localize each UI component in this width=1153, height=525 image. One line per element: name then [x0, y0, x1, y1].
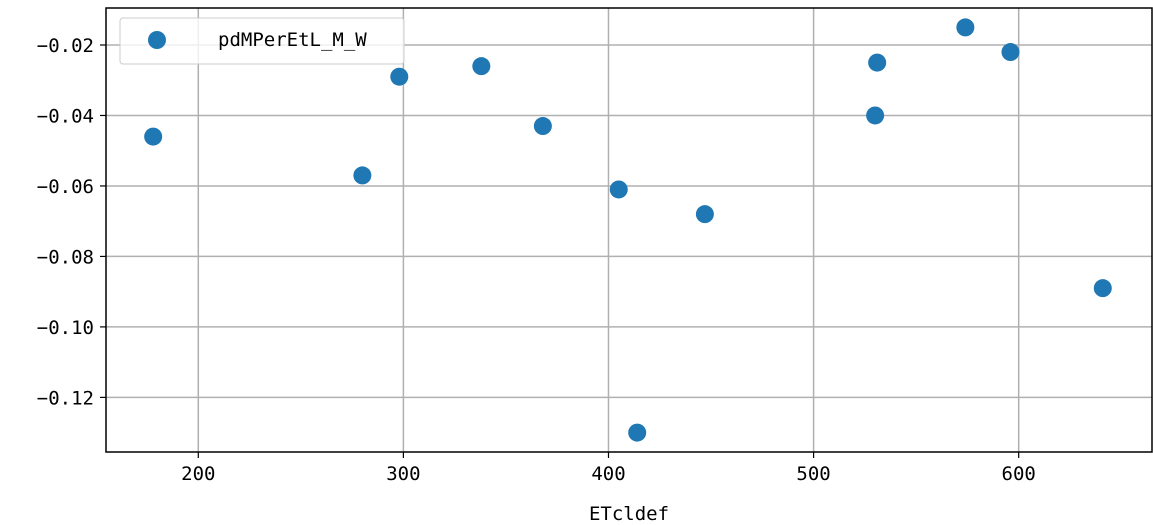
y-tick-label: −0.12 — [37, 387, 94, 409]
data-point — [353, 166, 372, 185]
x-tick-label: 200 — [181, 463, 215, 485]
data-point — [956, 18, 975, 37]
data-point — [472, 57, 491, 76]
x-tick-label: 300 — [386, 463, 420, 485]
data-point — [533, 117, 552, 136]
y-tick-label: −0.08 — [37, 246, 94, 268]
data-point — [628, 423, 647, 442]
x-tick-label: 500 — [796, 463, 830, 485]
data-points — [144, 18, 1112, 442]
y-tick-label: −0.06 — [37, 176, 94, 198]
data-point — [144, 127, 163, 146]
x-axis-title: ETcldef — [589, 503, 669, 525]
legend-label: pdMPerEtL_M_W — [218, 29, 367, 51]
y-tick-label: −0.10 — [37, 317, 94, 339]
x-tick-label: 400 — [591, 463, 625, 485]
y-tick-label: −0.02 — [37, 35, 94, 57]
data-point — [1093, 279, 1112, 298]
data-point — [609, 180, 628, 199]
data-point — [866, 106, 885, 125]
legend-marker — [148, 31, 166, 49]
grid-lines — [106, 8, 1152, 452]
x-tick-label: 600 — [1002, 463, 1036, 485]
data-point — [695, 205, 714, 224]
data-point — [868, 53, 887, 72]
legend-box — [119, 17, 405, 65]
plot-frame — [105, 7, 1153, 453]
legend: pdMPerEtL_M_W — [119, 17, 405, 65]
axis-ticks: 200 300 400 500 600 −0.02 −0.04 −0.06 −0.08 −0.10… — [37, 35, 1036, 485]
y-tick-label: −0.04 — [37, 105, 94, 127]
data-point — [1001, 43, 1020, 62]
data-point — [390, 67, 409, 86]
